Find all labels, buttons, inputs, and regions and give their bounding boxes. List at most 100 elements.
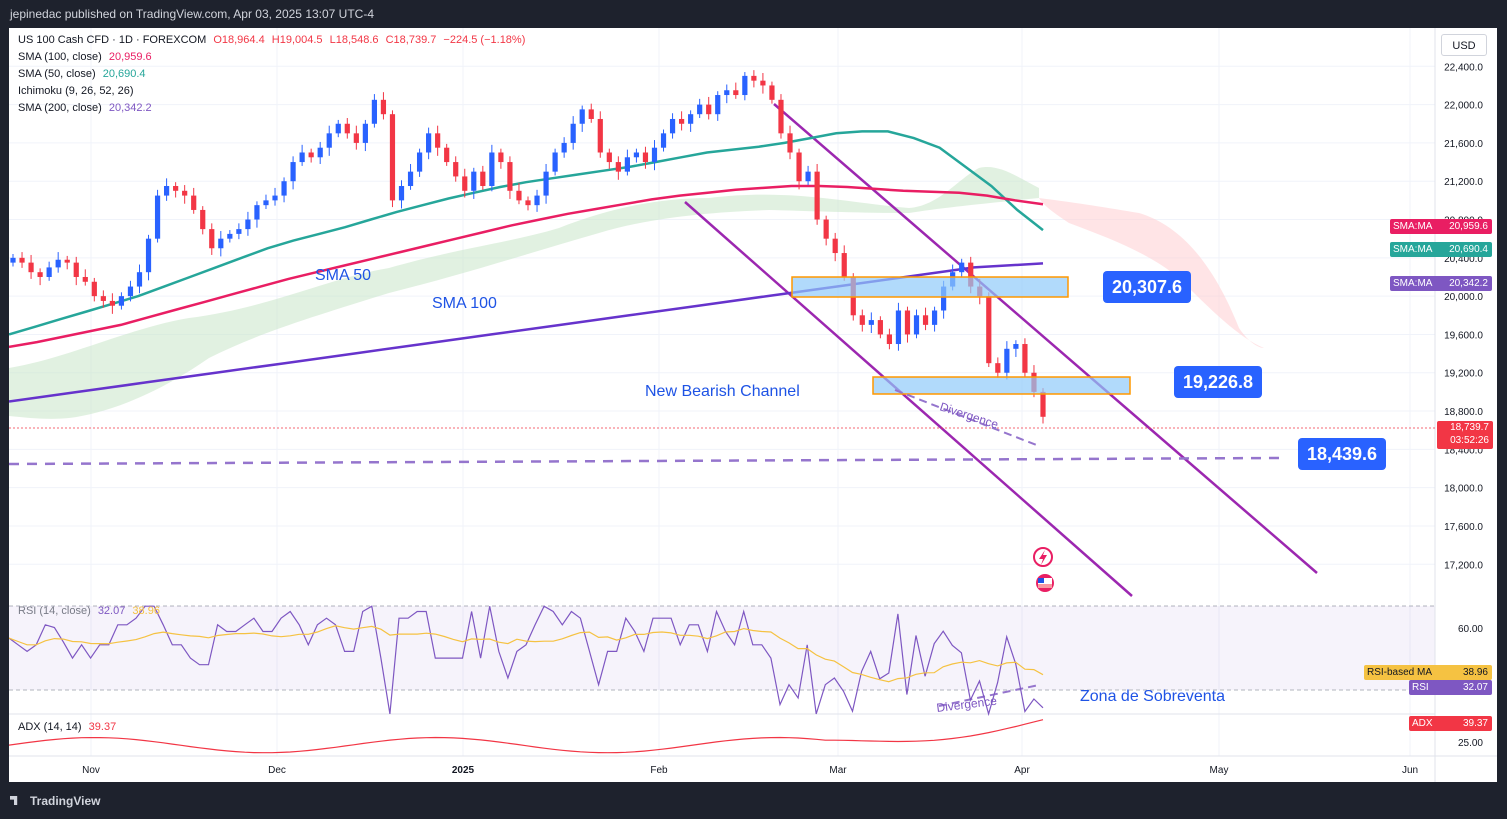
channel-lower-line[interactable]	[684, 201, 1133, 597]
candle[interactable]	[895, 302, 902, 351]
callout-18439[interactable]: 18,439.6	[1298, 438, 1386, 470]
candle[interactable]	[769, 81, 775, 104]
candle[interactable]	[995, 357, 1001, 379]
candle[interactable]	[832, 232, 838, 262]
candle[interactable]	[489, 144, 495, 192]
channel-upper-line[interactable]	[773, 103, 1318, 574]
candle[interactable]	[91, 277, 97, 302]
candle[interactable]	[435, 125, 441, 156]
candle[interactable]	[290, 156, 296, 190]
candle[interactable]	[19, 252, 25, 268]
candle[interactable]	[606, 148, 612, 169]
candle[interactable]	[64, 255, 70, 270]
candle[interactable]	[669, 113, 676, 139]
candle[interactable]	[534, 189, 540, 212]
event-icon-flash[interactable]	[1033, 547, 1053, 567]
candle[interactable]	[154, 189, 161, 243]
candle[interactable]	[398, 180, 405, 209]
candle[interactable]	[805, 165, 811, 186]
candle[interactable]	[353, 125, 359, 150]
chart-canvas[interactable]: 22,400.022,000.021,600.021,200.020,800.0…	[9, 28, 1497, 782]
candle[interactable]	[389, 110, 396, 208]
candle[interactable]	[407, 163, 414, 190]
candle[interactable]	[209, 223, 215, 255]
callout-20307[interactable]: 20,307.6	[1103, 271, 1191, 303]
candle[interactable]	[931, 306, 938, 332]
candle[interactable]	[678, 111, 685, 131]
candle[interactable]	[73, 256, 79, 286]
candle[interactable]	[163, 178, 170, 201]
candle[interactable]	[516, 183, 522, 205]
candle[interactable]	[100, 290, 106, 308]
candle[interactable]	[615, 156, 621, 180]
candle[interactable]	[543, 163, 549, 204]
candle[interactable]	[922, 307, 929, 331]
candle[interactable]	[651, 140, 658, 171]
candle[interactable]	[218, 231, 224, 257]
chart-pane[interactable]: 22,400.022,000.021,600.021,200.020,800.0…	[9, 28, 1497, 782]
candle[interactable]	[362, 119, 368, 152]
price-axis[interactable]: 22,400.022,000.021,600.021,200.020,800.0…	[1444, 62, 1483, 571]
candle[interactable]	[236, 223, 242, 240]
symbol-legend[interactable]: US 100 Cash CFD · 1D · FOREXCOM O18,964.…	[18, 34, 525, 46]
candle[interactable]	[1022, 338, 1028, 377]
candle[interactable]	[796, 148, 802, 190]
sma-50-line[interactable]	[9, 130, 1044, 336]
candle[interactable]	[697, 98, 703, 119]
legend-sma50[interactable]: SMA (50, close) 20,690.4	[18, 68, 146, 80]
candle[interactable]	[127, 280, 134, 302]
candle[interactable]	[570, 116, 576, 150]
legend-rsi[interactable]: RSI (14, close) 32.07 38.96	[18, 605, 160, 617]
legend-adx[interactable]: ADX (14, 14) 39.37	[18, 721, 116, 733]
symbol-name[interactable]: US 100 Cash CFD · 1D · FOREXCOM	[18, 34, 207, 46]
candle[interactable]	[624, 149, 630, 176]
candle[interactable]	[462, 168, 468, 198]
adx-line[interactable]	[9, 719, 1044, 754]
candle[interactable]	[814, 163, 820, 225]
candle[interactable]	[498, 148, 504, 169]
event-icon-us-flag[interactable]	[1036, 574, 1054, 592]
candle[interactable]	[426, 127, 432, 160]
candle[interactable]	[742, 72, 748, 101]
candle[interactable]	[877, 316, 883, 339]
candle[interactable]	[145, 234, 152, 281]
candle[interactable]	[82, 269, 88, 286]
resistance-zone[interactable]	[791, 276, 1069, 298]
candle[interactable]	[308, 148, 314, 163]
candle[interactable]	[480, 165, 486, 190]
candle[interactable]	[272, 187, 278, 206]
candle[interactable]	[1013, 340, 1019, 357]
candle[interactable]	[886, 328, 893, 350]
candle[interactable]	[227, 230, 233, 243]
candle[interactable]	[733, 82, 739, 99]
annotation-sma100[interactable]: SMA 100	[432, 295, 497, 312]
candle[interactable]	[326, 125, 332, 156]
candle[interactable]	[1004, 341, 1010, 380]
candle[interactable]	[182, 185, 188, 204]
candle[interactable]	[760, 73, 766, 94]
candle[interactable]	[109, 293, 115, 314]
candle[interactable]	[778, 94, 784, 139]
support-zone[interactable]	[872, 376, 1131, 395]
candle[interactable]	[507, 156, 513, 199]
candle[interactable]	[986, 292, 992, 367]
candle[interactable]	[200, 206, 206, 235]
candle[interactable]	[55, 252, 61, 273]
candle[interactable]	[471, 167, 477, 199]
candle[interactable]	[173, 182, 179, 198]
currency-button[interactable]: USD	[1441, 34, 1487, 56]
time-axis[interactable]: Nov Dec 2025 Feb Mar Apr May Jun	[82, 765, 1418, 776]
candle[interactable]	[823, 215, 829, 246]
candle[interactable]	[859, 309, 865, 332]
candle[interactable]	[913, 309, 920, 339]
candle[interactable]	[416, 148, 423, 177]
candle[interactable]	[588, 103, 594, 123]
candle[interactable]	[335, 119, 341, 138]
sma-100-line[interactable]	[9, 184, 1044, 349]
candle[interactable]	[552, 148, 558, 176]
candle[interactable]	[136, 264, 143, 294]
candle[interactable]	[959, 258, 965, 278]
tradingview-logo[interactable]: TradingView	[10, 794, 100, 808]
candle[interactable]	[245, 211, 251, 236]
candle[interactable]	[344, 118, 350, 139]
